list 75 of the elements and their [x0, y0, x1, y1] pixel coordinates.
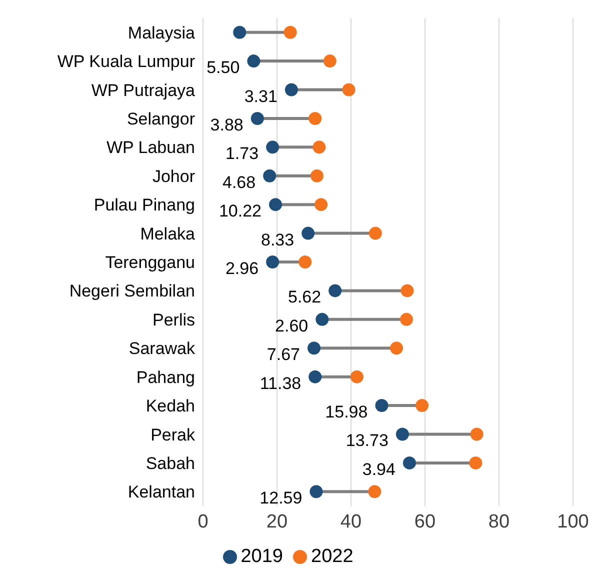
- x-tick-label: 40: [340, 511, 362, 532]
- point: [416, 399, 429, 412]
- point: [310, 485, 323, 498]
- y-tick-label: WP Labuan: [106, 138, 195, 158]
- point: [314, 198, 328, 212]
- point: [328, 284, 342, 298]
- y-tick-label: Perak: [150, 425, 196, 444]
- y-tick-label: Malaysia: [128, 23, 196, 42]
- y-tick-label: WP Putrajaya: [91, 80, 196, 100]
- point: [308, 112, 322, 125]
- x-tick-label: 20: [266, 511, 288, 532]
- point: [323, 54, 336, 68]
- annotation: 5.50: [206, 58, 240, 78]
- point: [390, 342, 404, 355]
- annotation: 11.38: [260, 374, 302, 393]
- y-tick-label: Pahang: [136, 368, 195, 387]
- y-tick-label: Terengganu: [105, 253, 195, 272]
- annotation: 13.73: [346, 431, 388, 450]
- annotation: 8.33: [260, 230, 294, 250]
- point: [269, 198, 282, 212]
- x-tick-label: 100: [557, 511, 589, 532]
- x-tick-label: 80: [488, 511, 510, 532]
- annotation: 3.94: [362, 460, 396, 479]
- annotation: 3.31: [244, 86, 278, 106]
- annotation: 1.73: [225, 144, 259, 164]
- point: [342, 83, 356, 96]
- x-tick-label: 60: [414, 511, 436, 532]
- y-tick-label: Kedah: [146, 396, 195, 416]
- point: [368, 226, 382, 240]
- point: [266, 140, 280, 154]
- y-tick-label: Sarawak: [128, 339, 196, 358]
- annotation: 7.67: [266, 345, 300, 364]
- point: [284, 26, 297, 39]
- point: [298, 256, 312, 268]
- point: [400, 312, 413, 326]
- annotation: 10.22: [218, 202, 262, 221]
- point: [312, 140, 326, 154]
- point: [470, 428, 484, 441]
- point: [266, 256, 280, 268]
- point: [308, 370, 322, 384]
- point: [284, 83, 298, 96]
- annotation: 2.96: [225, 259, 259, 278]
- point: [402, 456, 416, 470]
- legend-label: 2022: [311, 546, 354, 567]
- point: [316, 312, 329, 326]
- point: [263, 169, 276, 182]
- point: [250, 112, 264, 125]
- y-tick-label: Perlis: [152, 310, 195, 330]
- y-tick-label: Negeri Sembilan: [69, 282, 195, 301]
- y-tick-label: Selangor: [126, 110, 196, 129]
- point: [247, 54, 260, 68]
- annotation: 15.98: [325, 402, 368, 422]
- annotation: 5.62: [288, 288, 322, 307]
- legend-label: 2019: [240, 546, 283, 567]
- point: [233, 26, 246, 39]
- point: [469, 456, 482, 470]
- point: [302, 226, 315, 240]
- annotation: 4.68: [222, 172, 256, 192]
- point: [400, 284, 414, 298]
- y-tick-label: Kelantan: [128, 482, 195, 502]
- point: [308, 342, 320, 355]
- point: [368, 485, 382, 498]
- annotation: 2.60: [275, 316, 308, 336]
- y-tick-label: WP Kuala Lumpur: [57, 52, 196, 72]
- annotation: 3.88: [210, 115, 244, 134]
- x-tick-label: 0: [198, 511, 208, 532]
- y-tick-label: Melaka: [140, 224, 196, 244]
- y-tick-label: Sabah: [146, 454, 195, 473]
- annotation: 12.59: [260, 488, 302, 508]
- y-tick-label: Pulau Pinang: [94, 196, 195, 215]
- y-tick-label: Johor: [152, 166, 196, 186]
- point: [396, 428, 409, 441]
- point: [310, 169, 324, 182]
- point: [375, 399, 388, 412]
- point: [350, 370, 364, 384]
